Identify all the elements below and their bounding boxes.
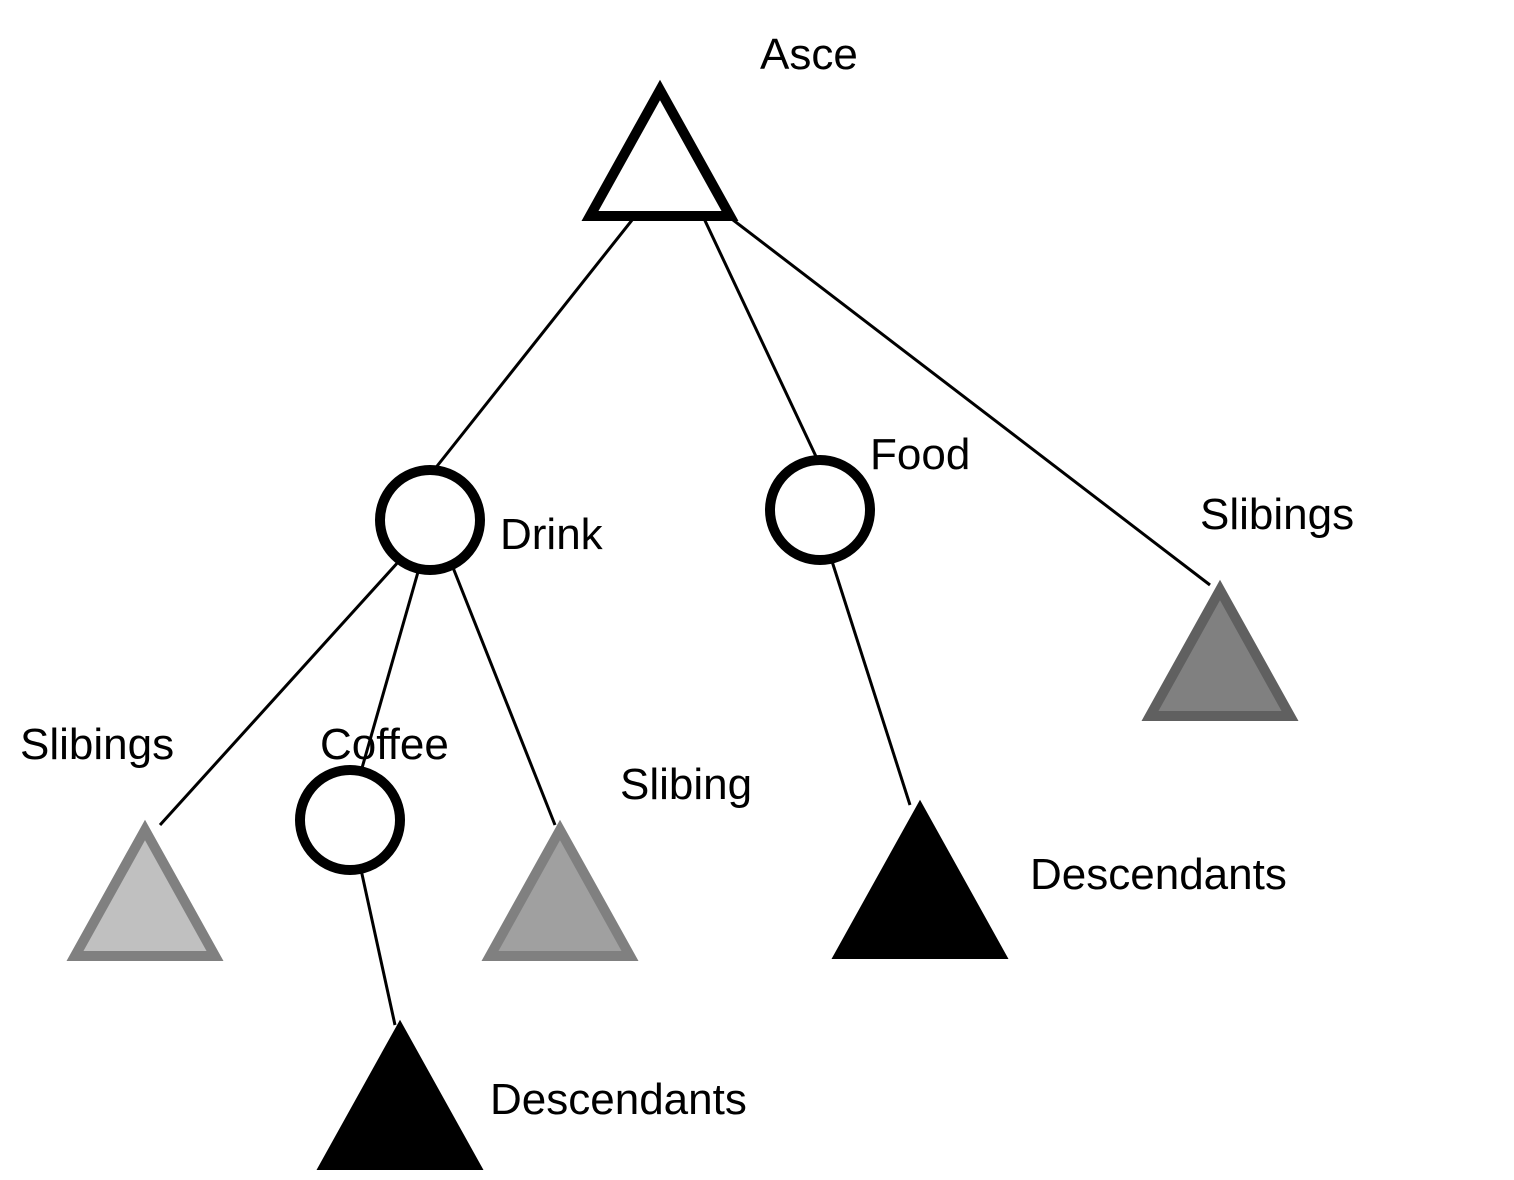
label-coffee: Coffee bbox=[320, 720, 449, 770]
node-descendants_food bbox=[840, 810, 1000, 954]
label-slibings_right: Slibings bbox=[1200, 490, 1354, 540]
node-slibing_mid bbox=[490, 830, 630, 956]
label-food: Food bbox=[870, 430, 970, 480]
edge-drink-slibing_mid bbox=[450, 560, 555, 825]
node-slibings_right bbox=[1150, 590, 1290, 716]
label-slibing_mid: Slibing bbox=[620, 760, 752, 810]
edge-food-descendants_food bbox=[830, 555, 910, 805]
label-drink: Drink bbox=[500, 510, 603, 560]
tree-diagram bbox=[0, 0, 1514, 1180]
edge-asce-food bbox=[700, 210, 820, 465]
node-food bbox=[770, 460, 870, 560]
label-asce: Asce bbox=[760, 30, 858, 80]
node-asce bbox=[590, 90, 730, 216]
label-descendants_coffee: Descendants bbox=[490, 1075, 747, 1125]
node-descendants_coffee bbox=[325, 1030, 475, 1165]
label-descendants_food: Descendants bbox=[1030, 850, 1287, 900]
node-drink bbox=[380, 470, 480, 570]
label-slibings_left: Slibings bbox=[20, 720, 174, 770]
edge-asce-drink bbox=[430, 210, 640, 475]
edge-coffee-descendants_coffee bbox=[360, 865, 395, 1025]
node-slibings_left bbox=[75, 830, 215, 956]
node-coffee bbox=[300, 770, 400, 870]
